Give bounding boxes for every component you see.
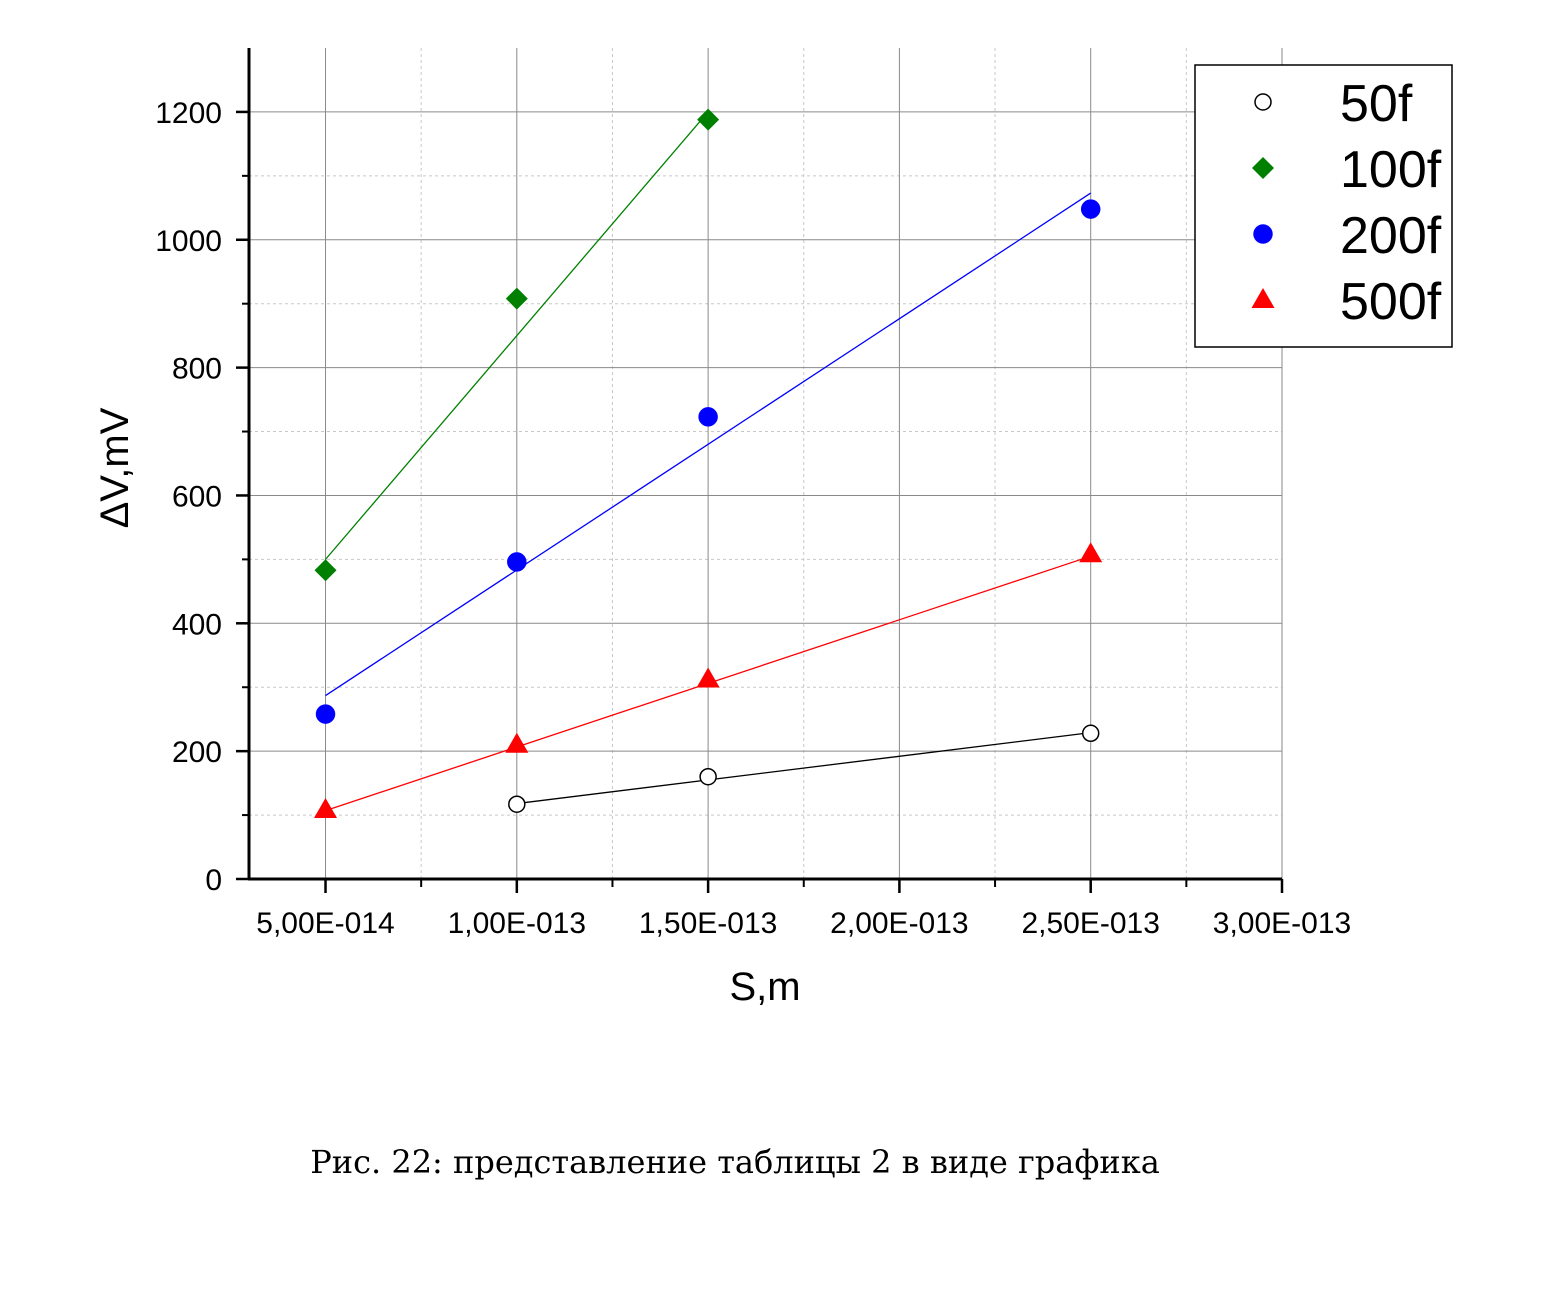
legend-box <box>1194 64 1453 348</box>
x-axis-title: S,m <box>729 965 800 1009</box>
x-tick-label: 2,00E-013 <box>830 907 968 940</box>
fit-line-100f <box>325 111 709 560</box>
y-tick-label: 0 <box>205 864 222 897</box>
data-point-50f <box>1081 724 1100 743</box>
chart: 5,00E-014 1,00E-013 1,50E-013 2,00E-013 2,50… <box>93 48 1453 1009</box>
y-tick-label: 600 <box>172 480 222 513</box>
legend-marker-100f <box>1252 157 1274 179</box>
x-tick-label: 5,00E-014 <box>256 907 394 940</box>
legend-label: 200f <box>1340 207 1442 265</box>
legend-label: 100f <box>1340 141 1442 199</box>
y-tick-labels: 0 200 400 600 800 1000 1200 <box>155 97 222 897</box>
data-point-200f <box>507 552 527 572</box>
figure-caption: Рис. 22: представление таблицы 2 в виде … <box>310 1143 1160 1181</box>
fit-line-200f <box>325 192 1092 697</box>
data-markers <box>314 108 1103 818</box>
minor-grid <box>249 48 1282 879</box>
x-tick-label: 2,50E-013 <box>1021 907 1159 940</box>
data-point-500f <box>1079 542 1103 563</box>
major-grid <box>249 48 1283 879</box>
legend-marker-500f <box>1251 288 1275 308</box>
y-tick-label: 1000 <box>155 225 222 258</box>
x-tick-label: 1,50E-013 <box>639 907 777 940</box>
data-point-50f <box>699 767 717 786</box>
data-point-100f <box>505 287 528 310</box>
data-point-100f <box>314 559 337 582</box>
legend-label: 50f <box>1340 75 1413 133</box>
y-axis-title: ΔV,mV <box>93 407 137 528</box>
data-point-200f <box>1080 199 1101 219</box>
axes <box>236 48 1284 893</box>
legend-marker-50f <box>1254 93 1272 111</box>
data-point-500f <box>696 667 720 688</box>
data-point-50f <box>508 795 526 813</box>
data-point-200f <box>315 704 336 724</box>
data-point-500f <box>314 797 338 818</box>
x-tick-labels: 5,00E-014 1,00E-013 1,50E-013 2,00E-013 2,50… <box>256 907 1351 940</box>
y-tick-label: 1200 <box>155 97 222 130</box>
data-point-100f <box>697 108 720 131</box>
y-tick-label: 200 <box>172 736 222 769</box>
data-point-500f <box>505 732 529 753</box>
data-point-200f <box>698 407 718 427</box>
x-tick-label: 1,00E-013 <box>448 907 586 940</box>
y-tick-label: 400 <box>172 608 222 641</box>
y-tick-label: 800 <box>172 353 222 386</box>
x-tick-label: 3,00E-013 <box>1213 907 1351 940</box>
legend-marker-200f <box>1253 224 1273 244</box>
legend-label: 500f <box>1340 273 1442 331</box>
legend: 50f 100f 200f 500f <box>1194 64 1453 348</box>
fit-line-50f <box>516 731 1091 805</box>
